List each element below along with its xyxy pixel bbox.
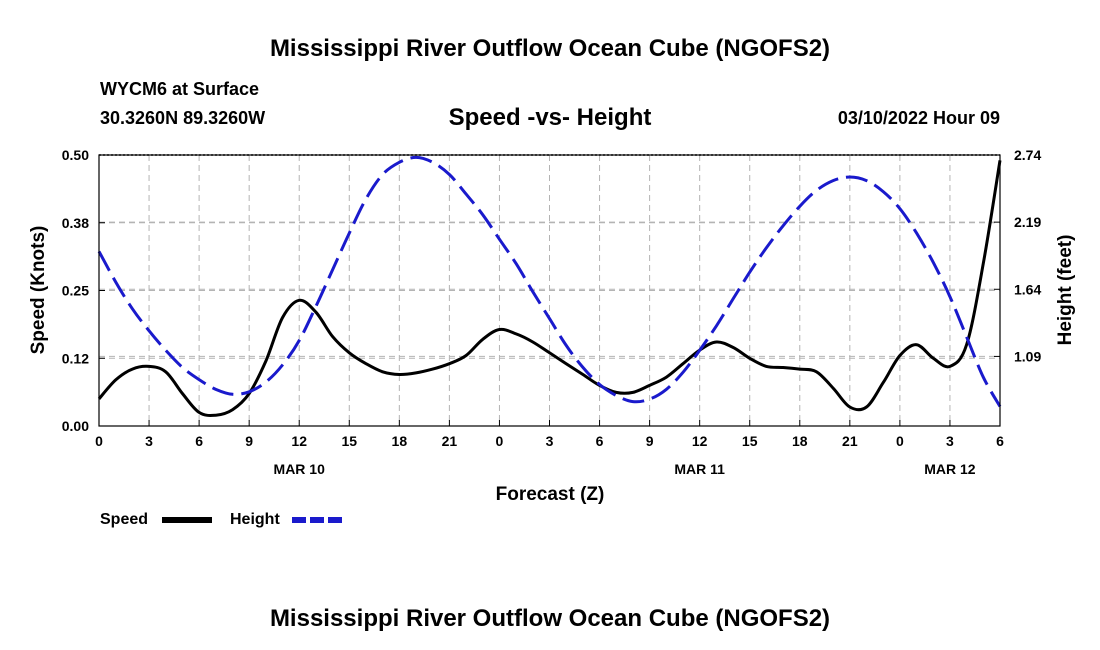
x-tick-label: 0 [896, 433, 904, 449]
date-label: MAR 12 [924, 461, 976, 477]
chart-main-title: Mississippi River Outflow Ocean Cube (NG… [270, 35, 830, 62]
y-tick-label: 0.00 [62, 418, 89, 434]
x-tick-label: 0 [95, 433, 103, 449]
x-tick-label: 18 [792, 433, 808, 449]
y-axis-label: Speed (Knots) [28, 226, 49, 355]
chart-subtitle: Speed -vs- Height [449, 104, 652, 131]
date-label: MAR 11 [674, 461, 725, 477]
series-speed-line [97, 160, 1002, 417]
forecast-datetime: 03/10/2022 Hour 09 [838, 108, 1000, 128]
y2-tick-label: 2.74 [1014, 147, 1041, 163]
y-tick-label: 0.50 [62, 147, 89, 163]
x-tick-label: 15 [742, 433, 758, 449]
legend-label-height: Height [230, 511, 280, 528]
x-axis-label: Forecast (Z) [496, 484, 605, 505]
y2-axis-label: Height (feet) [1055, 235, 1076, 346]
x-tick-label: 21 [842, 433, 858, 449]
station-label: WYCM6 at Surface [100, 79, 259, 99]
y-tick-label: 0.25 [62, 283, 89, 299]
footer-title: Mississippi River Outflow Ocean Cube (NG… [270, 605, 830, 632]
date-label: MAR 10 [274, 461, 326, 477]
x-tick-label: 12 [692, 433, 708, 449]
legend-label-speed: Speed [100, 511, 148, 528]
x-tick-label: 6 [596, 433, 604, 449]
x-tick-label: 3 [546, 433, 554, 449]
x-tick-label: 21 [442, 433, 458, 449]
coordinates-label: 30.3260N 89.3260W [100, 108, 265, 128]
x-tick-label: 3 [145, 433, 153, 449]
x-tick-label: 3 [946, 433, 954, 449]
y-tick-label: 0.38 [62, 215, 89, 231]
x-tick-label: 15 [341, 433, 357, 449]
y2-tick-label: 2.19 [1014, 214, 1041, 230]
y2-tick-label: 1.64 [1014, 281, 1041, 297]
legend: Speed Height [100, 511, 342, 528]
y-tick-label: 0.12 [62, 350, 89, 366]
x-tick-label: 12 [291, 433, 307, 449]
x-tick-label: 6 [996, 433, 1004, 449]
x-tick-label: 0 [496, 433, 504, 449]
y2-tick-label: 1.09 [1014, 348, 1041, 364]
x-tick-label: 6 [195, 433, 203, 449]
x-tick-label: 9 [646, 433, 654, 449]
grid-lines [98, 154, 1001, 427]
axes: 0 3 6 9 12 15 18 21 0 3 6 9 12 15 18 21 0 3 6 MAR 10 MAR 11 M… [62, 147, 1042, 477]
x-tick-label: 18 [392, 433, 408, 449]
data-series [97, 155, 1002, 417]
series-height-line [97, 155, 1002, 408]
x-tick-label: 9 [245, 433, 253, 449]
